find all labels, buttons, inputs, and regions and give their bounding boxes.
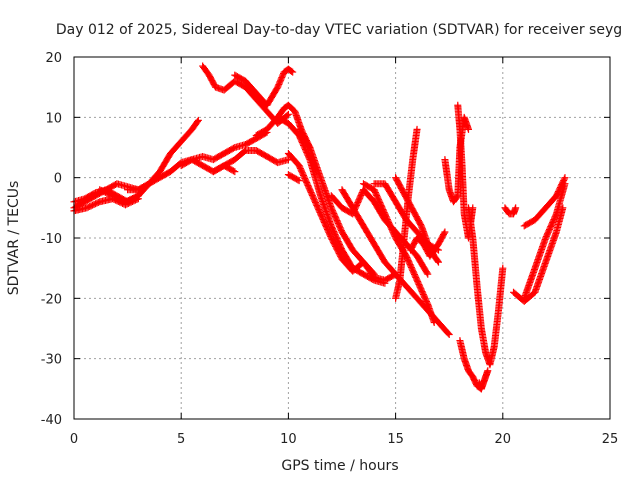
series-arc-cc [520,180,569,302]
data-point-marker [283,111,291,119]
data-point-marker [294,176,302,184]
y-axis-label: SDTVAR / TECUs [6,181,22,296]
chart-title: Day 012 of 2025, Sidereal Day-to-day VTE… [56,22,622,38]
data-point-marker [434,257,442,265]
data-point-marker [512,204,520,212]
y-tick-label: 10 [45,111,62,126]
x-tick-label: 5 [177,432,185,447]
series-arc-dd [520,174,569,230]
series-arc-x [464,204,507,369]
series-arc-n [284,171,303,185]
series-arc-f [177,128,271,170]
data-point-marker [484,367,492,375]
data-point-marker [231,168,239,176]
data-point-marker [434,258,442,266]
data-point-marker [464,125,472,133]
data-point-marker [193,118,201,126]
x-tick-label: 25 [602,432,619,447]
y-tick-label: -40 [41,413,62,428]
y-tick-label: 20 [45,51,62,66]
x-tick-label: 0 [70,432,78,447]
x-tick-label: 20 [495,432,512,447]
series-arc-t [392,125,421,302]
data-markers [70,62,569,393]
series-arc-w [454,101,477,242]
data-point-marker [499,264,507,272]
data-point-marker [423,269,431,277]
data-point-marker [441,228,449,236]
data-point-marker [440,229,448,237]
series-arc-i [231,65,297,109]
data-point-marker [295,177,303,185]
data-point-marker [194,116,202,124]
data-point-marker [284,110,292,118]
series-arc-u [407,228,449,260]
axis-ticks: 0 5 10 15 20 25 -40 -30 -20 -10 0 10 20 [41,51,619,447]
series-arc-h [199,62,292,127]
series-arc-m [295,125,400,284]
data-point-marker [288,67,296,75]
data-point-marker [424,270,432,278]
y-tick-label: -20 [41,292,62,307]
series-arc-z [475,367,492,393]
y-tick-label: -10 [41,232,62,247]
data-point-marker [430,318,438,326]
series-arc-aa [501,204,520,218]
data-point-marker [413,125,421,133]
data-point-marker [289,68,297,76]
x-axis-label: GPS time / hours [281,458,398,474]
y-tick-label: -30 [41,353,62,368]
data-point-marker [561,174,569,182]
data-point-marker [445,331,453,339]
y-tick-label: 0 [54,172,62,187]
x-tick-label: 15 [387,432,404,447]
data-point-marker [444,329,452,337]
series-arc-g [209,147,292,176]
data-point-marker [229,167,237,175]
data-point-marker [560,175,568,183]
x-tick-label: 10 [280,432,297,447]
